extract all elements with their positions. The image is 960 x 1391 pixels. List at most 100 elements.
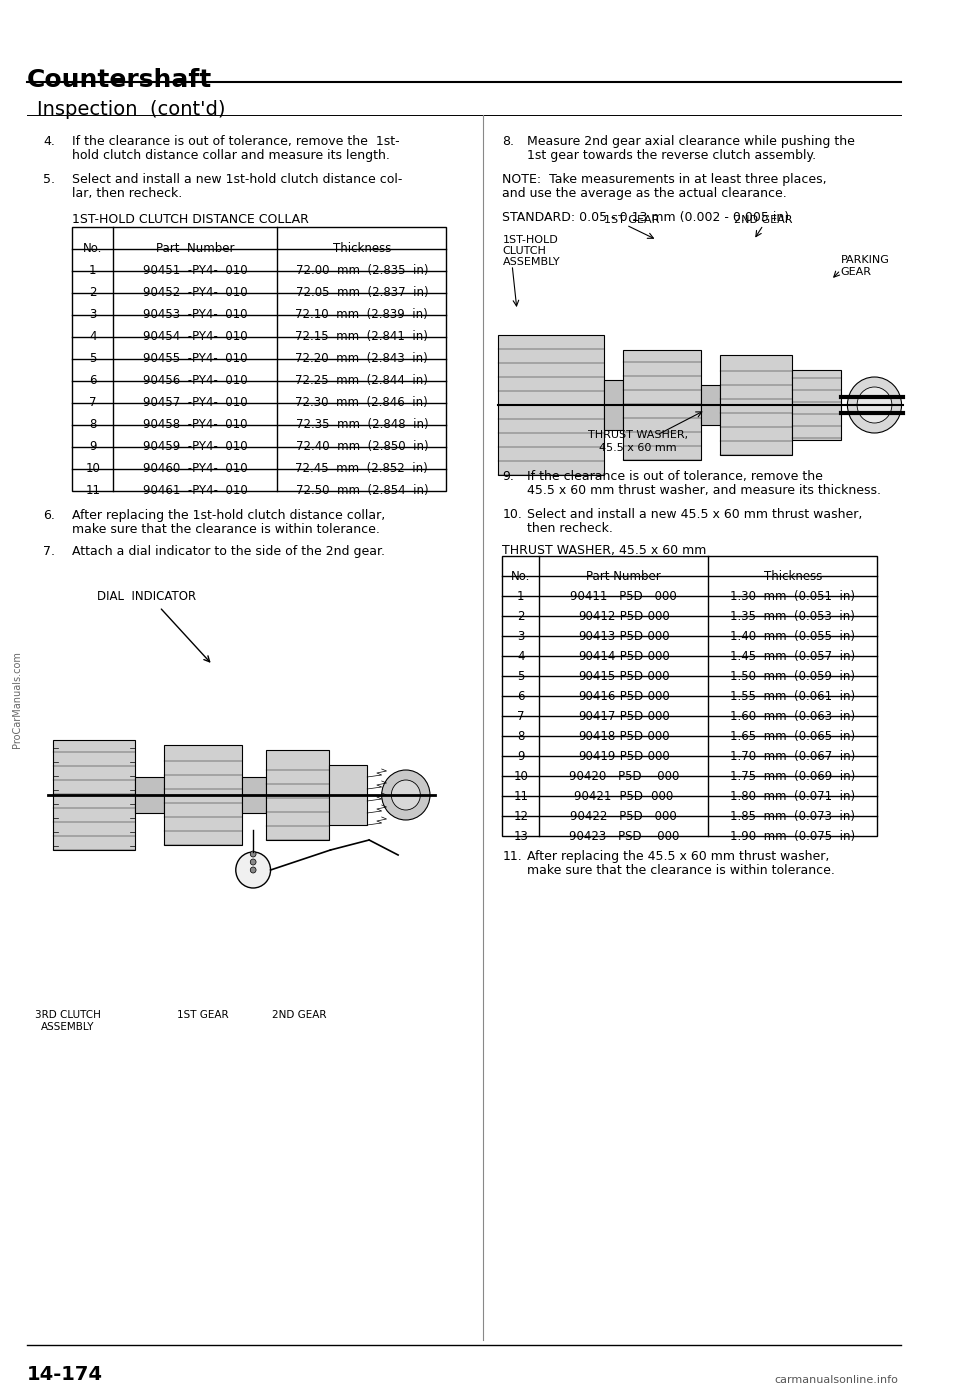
Text: 11: 11 <box>85 484 100 497</box>
Text: 90420 - P5D -  000: 90420 - P5D - 000 <box>568 771 679 783</box>
Text: Part Number: Part Number <box>587 570 661 583</box>
Text: Attach a dial indicator to the side of the 2nd gear.: Attach a dial indicator to the side of t… <box>72 545 386 558</box>
Circle shape <box>251 867 256 874</box>
Text: 90457  -PY4-  010: 90457 -PY4- 010 <box>143 396 248 409</box>
Text: 1.40  mm  (0.055  in): 1.40 mm (0.055 in) <box>731 630 855 643</box>
Circle shape <box>848 377 901 433</box>
Text: NOTE:  Take measurements in at least three places,: NOTE: Take measurements in at least thre… <box>502 172 828 186</box>
Bar <box>164 746 242 844</box>
Text: Part  Number: Part Number <box>156 242 234 255</box>
Text: 1.70  mm  (0.067  in): 1.70 mm (0.067 in) <box>731 750 855 764</box>
Text: 8: 8 <box>89 419 96 431</box>
Text: 9: 9 <box>517 750 524 764</box>
Text: 72.45  mm  (2.852  in): 72.45 mm (2.852 in) <box>296 462 428 474</box>
Bar <box>266 750 328 840</box>
Text: 8: 8 <box>517 730 524 743</box>
Text: 2: 2 <box>517 611 524 623</box>
Text: 72.50  mm  (2.854  in): 72.50 mm (2.854 in) <box>296 484 428 497</box>
Text: 5.: 5. <box>43 172 56 186</box>
Text: 1.75  mm  (0.069  in): 1.75 mm (0.069 in) <box>731 771 855 783</box>
Text: 45.5 x 60 mm: 45.5 x 60 mm <box>599 442 677 453</box>
Text: 90415-P5D-000: 90415-P5D-000 <box>578 670 669 683</box>
Bar <box>72 227 446 491</box>
Text: Countershaft: Countershaft <box>27 68 212 92</box>
Text: 11: 11 <box>514 790 528 803</box>
Text: 1ST GEAR: 1ST GEAR <box>177 1010 228 1020</box>
Text: Measure 2nd gear axial clearance while pushing the: Measure 2nd gear axial clearance while p… <box>527 135 854 147</box>
Text: 1.85  mm  (0.073  in): 1.85 mm (0.073 in) <box>731 810 855 823</box>
Text: 72.15  mm  (2.841  in): 72.15 mm (2.841 in) <box>296 330 428 344</box>
Text: 9: 9 <box>89 440 97 453</box>
Text: THRUST WASHER,: THRUST WASHER, <box>588 430 687 440</box>
Text: 12: 12 <box>514 810 528 823</box>
Bar <box>720 355 792 455</box>
Text: 1.50  mm  (0.059  in): 1.50 mm (0.059 in) <box>731 670 855 683</box>
Text: make sure that the clearance is within tolerance.: make sure that the clearance is within t… <box>72 523 380 536</box>
Text: 10: 10 <box>514 771 528 783</box>
Text: 14-174: 14-174 <box>27 1365 103 1384</box>
Text: 90456  -PY4-  010: 90456 -PY4- 010 <box>143 374 248 387</box>
Text: 90421- P5D- 000: 90421- P5D- 000 <box>574 790 673 803</box>
Text: 7: 7 <box>89 396 97 409</box>
Text: 72.20  mm  (2.843  in): 72.20 mm (2.843 in) <box>296 352 428 364</box>
Text: 72.25  mm  (2.844  in): 72.25 mm (2.844 in) <box>296 374 428 387</box>
Text: 11.: 11. <box>502 850 522 862</box>
Text: 90453  -PY4-  010: 90453 -PY4- 010 <box>143 307 248 321</box>
Text: 90459  -PY4-  010: 90459 -PY4- 010 <box>143 440 248 453</box>
Text: 2: 2 <box>89 287 97 299</box>
Text: If the clearance is out of tolerance, remove the  1st-: If the clearance is out of tolerance, re… <box>72 135 400 147</box>
Text: 90460  -PY4-  010: 90460 -PY4- 010 <box>143 462 248 474</box>
Text: 90414-P5D-000: 90414-P5D-000 <box>578 650 670 664</box>
Text: 72.00  mm  (2.835  in): 72.00 mm (2.835 in) <box>296 264 428 277</box>
Text: STANDARD: 0.05 - 0.13 mm (0.002 - 0.005 in): STANDARD: 0.05 - 0.13 mm (0.002 - 0.005 … <box>502 211 789 224</box>
Text: 1ST-HOLD CLUTCH DISTANCE COLLAR: 1ST-HOLD CLUTCH DISTANCE COLLAR <box>72 213 309 225</box>
Text: 10: 10 <box>85 462 100 474</box>
Text: After replacing the 1st-hold clutch distance collar,: After replacing the 1st-hold clutch dist… <box>72 509 386 522</box>
Text: 90461  -PY4-  010: 90461 -PY4- 010 <box>143 484 248 497</box>
Bar <box>502 556 877 836</box>
Text: 5: 5 <box>89 352 96 364</box>
Text: THRUST WASHER, 45.5 x 60 mm: THRUST WASHER, 45.5 x 60 mm <box>502 544 707 556</box>
Text: 8.: 8. <box>502 135 515 147</box>
Text: 1.45  mm  (0.057  in): 1.45 mm (0.057 in) <box>731 650 855 664</box>
Bar <box>792 370 841 440</box>
Text: 1.65  mm  (0.065  in): 1.65 mm (0.065 in) <box>731 730 855 743</box>
Text: 90422 - P5D - 000: 90422 - P5D - 000 <box>570 810 677 823</box>
Text: then recheck.: then recheck. <box>527 522 612 536</box>
Text: 1ST-HOLD: 1ST-HOLD <box>502 235 558 245</box>
Text: 1: 1 <box>89 264 97 277</box>
Bar <box>328 765 367 825</box>
Circle shape <box>392 780 420 810</box>
Text: Thickness: Thickness <box>763 570 822 583</box>
Text: 90419-P5D-000: 90419-P5D-000 <box>578 750 670 764</box>
Bar <box>53 740 135 850</box>
Text: 6: 6 <box>89 374 97 387</box>
Text: 6: 6 <box>517 690 524 702</box>
Text: 72.10  mm  (2.839  in): 72.10 mm (2.839 in) <box>296 307 428 321</box>
Text: 1ST GEAR: 1ST GEAR <box>604 216 660 225</box>
Bar <box>604 380 623 430</box>
Text: No.: No. <box>511 570 531 583</box>
Text: 4.: 4. <box>43 135 56 147</box>
Text: 2ND GEAR: 2ND GEAR <box>734 216 793 225</box>
Bar <box>623 351 701 460</box>
Circle shape <box>236 853 271 887</box>
Circle shape <box>857 387 892 423</box>
Text: 90423 - PSD -  000: 90423 - PSD - 000 <box>568 830 679 843</box>
Text: 7.: 7. <box>43 545 56 558</box>
Text: Select and install a new 1st-hold clutch distance col-: Select and install a new 1st-hold clutch… <box>72 172 403 186</box>
Text: After replacing the 45.5 x 60 mm thrust washer,: After replacing the 45.5 x 60 mm thrust … <box>527 850 829 862</box>
Text: 1.55  mm  (0.061  in): 1.55 mm (0.061 in) <box>731 690 855 702</box>
Text: 5: 5 <box>517 670 524 683</box>
Text: 1.30  mm  (0.051  in): 1.30 mm (0.051 in) <box>731 590 855 604</box>
Text: 90418-P5D-000: 90418-P5D-000 <box>578 730 669 743</box>
Text: PARKING: PARKING <box>841 255 890 266</box>
Text: 10.: 10. <box>502 508 522 522</box>
Text: make sure that the clearance is within tolerance.: make sure that the clearance is within t… <box>527 864 834 876</box>
Circle shape <box>382 771 430 821</box>
Text: 1.35  mm  (0.053  in): 1.35 mm (0.053 in) <box>731 611 855 623</box>
Text: 3: 3 <box>517 630 524 643</box>
Text: 2ND GEAR: 2ND GEAR <box>273 1010 326 1020</box>
Text: ASSEMBLY: ASSEMBLY <box>41 1022 94 1032</box>
Text: 90455  -PY4-  010: 90455 -PY4- 010 <box>143 352 248 364</box>
